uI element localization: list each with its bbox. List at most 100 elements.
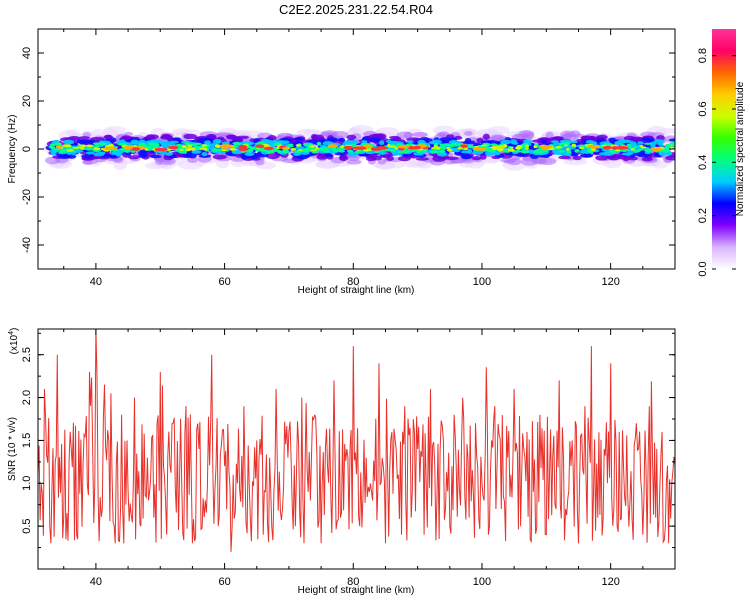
colorbar-ticks: 0.0 0.2 0.4 0.6 0.8 [697,48,736,277]
spectrogram-cell [530,158,545,164]
spectrogram-cell [436,151,448,157]
spectrogram-cell [379,140,385,146]
spectrogram-cell [138,139,146,145]
spectrogram-cell [388,140,398,144]
spectrogram-x-tick-label: 80 [347,276,359,288]
spectrogram-cell [122,148,128,152]
spectrogram-cell [53,148,61,151]
spectrogram-cell [563,144,568,147]
snr-x-axis-label: Height of straight line (km) [298,585,415,596]
spectrogram-cell [310,149,317,152]
spectrogram-cell [622,155,630,162]
spectrogram-cell [375,127,400,135]
spectrogram-cell [282,150,290,154]
spectrogram-cell [130,150,136,153]
spectrogram-cell [574,149,580,153]
spectrogram-cell [221,149,228,152]
spectrogram-cell [103,134,113,140]
spectrogram-cell [169,140,179,144]
spectrogram-cell [387,143,391,147]
spectrogram-cell [471,156,482,161]
spectrogram-cell [217,136,225,140]
spectrogram-peak [413,145,422,150]
spectrogram-cell [346,149,354,153]
spectrogram-cell [92,142,100,146]
spectrogram-cell [340,145,345,148]
spectrogram-cell [435,146,440,149]
spectrogram-peak [650,147,663,151]
spectrogram-cell [199,147,206,150]
spectrogram-cell [99,151,106,155]
spectrogram-cell [464,131,473,136]
spectrogram-cell [325,153,333,158]
spectrogram-cell [432,155,446,162]
spectrogram-cell [389,145,397,148]
spectrogram-cell [165,152,173,156]
spectrogram-panel: 40 60 80 100 120 -40 -20 0 20 40 Height of strai… [7,28,676,296]
spectrogram-cell [570,152,579,157]
spectrogram-cell [482,133,490,140]
spectrogram-cell [85,151,96,155]
colorbar-label: Normalized spectral amplitude [735,81,746,216]
spectrogram-cell [419,149,429,153]
spectrogram-cell [265,150,274,154]
spectrogram-y-ticks: -40 -20 0 20 40 [21,28,675,270]
spectrogram-cell [318,138,326,142]
spectrogram-cell [485,148,492,152]
spectrogram-cell [578,144,586,147]
spectrogram-cell [668,138,675,142]
spectrogram-cell [524,144,529,148]
spectrogram-cell [212,154,227,160]
snr-y-tick-label: 0.5 [21,518,33,533]
spectrogram-cell [637,148,643,151]
spectrogram-cell [525,147,530,150]
spectrogram-cell [339,137,346,143]
spectrogram-peak [397,144,410,149]
spectrogram-cell [502,144,507,147]
spectrogram-cell [626,143,632,147]
spectrogram-cell [561,134,572,141]
spectrogram-cell [397,150,403,154]
spectrogram-cell [595,155,609,161]
spectrogram-cell [644,148,653,153]
spectrogram-cell [460,154,469,159]
spectrogram-peak [473,147,487,151]
spectrogram-x-ticks: 40 60 80 100 120 [63,29,676,288]
spectrogram-cell [81,154,94,159]
spectrogram-y-tick-label: 20 [21,95,33,107]
spectrogram-cell [212,139,222,144]
spectrogram-peak [282,146,289,151]
spectrogram-cell [641,156,653,162]
spectrogram-cell [119,139,126,145]
spectrogram-cell [466,148,473,154]
snr-y-ticks: 0.5 1.0 1.5 2.0 2.5 [21,332,675,570]
spectrogram-cell [669,142,675,146]
spectrogram-cell [621,152,634,156]
spectrogram-cell [566,147,570,151]
spectrogram-cell [514,153,527,157]
spectrogram-cell [298,149,303,152]
spectrogram-cell [247,149,253,152]
spectrogram-x-tick-label: 100 [473,276,491,288]
colorbar-tick-label: 0.4 [697,155,709,170]
spectrogram-cell [406,140,414,144]
spectrogram-cell [608,137,617,143]
spectrogram-cell [572,155,582,161]
spectrogram-cell [178,160,203,170]
spectrogram-y-axis-label: Frequency (Hz) [7,115,18,184]
spectrogram-y-tick-label: -40 [21,237,33,253]
snr-x-ticks: 40 60 80 100 120 [63,329,676,588]
spectrogram-peak [255,144,265,149]
spectrogram-cell [124,131,134,137]
spectrogram-cell [152,145,159,149]
spectrogram-cell [412,131,428,138]
spectrogram-cell [231,150,238,154]
spectrogram-cell [510,148,515,152]
spectrogram-cell [160,135,173,140]
spectrogram-cell [617,139,626,144]
spectrogram-cell [108,144,115,148]
spectrogram-cell [231,157,245,162]
spectrogram-cell [64,141,73,145]
spectrogram-cell [503,159,515,164]
spectrogram-cell [394,147,399,150]
